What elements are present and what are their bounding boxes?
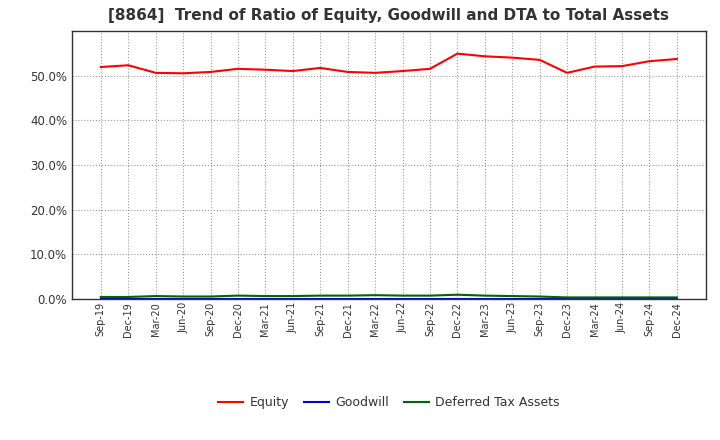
Line: Equity: Equity: [101, 54, 677, 73]
Deferred Tax Assets: [480, 293, 489, 298]
Deferred Tax Assets: [371, 293, 379, 298]
Deferred Tax Assets: [398, 293, 407, 298]
Equity: [289, 68, 297, 73]
Equity: [398, 68, 407, 73]
Equity: [672, 56, 681, 62]
Equity: [316, 65, 325, 70]
Deferred Tax Assets: [453, 292, 462, 297]
Equity: [480, 54, 489, 59]
Equity: [618, 63, 626, 69]
Goodwill: [563, 296, 572, 301]
Deferred Tax Assets: [261, 293, 270, 299]
Deferred Tax Assets: [590, 295, 599, 300]
Deferred Tax Assets: [343, 293, 352, 298]
Deferred Tax Assets: [563, 295, 572, 300]
Deferred Tax Assets: [233, 293, 242, 298]
Goodwill: [289, 296, 297, 301]
Equity: [233, 66, 242, 71]
Deferred Tax Assets: [508, 293, 516, 299]
Goodwill: [645, 296, 654, 301]
Deferred Tax Assets: [289, 293, 297, 299]
Goodwill: [371, 296, 379, 301]
Goodwill: [672, 296, 681, 301]
Goodwill: [151, 296, 160, 301]
Line: Deferred Tax Assets: Deferred Tax Assets: [101, 295, 677, 297]
Goodwill: [316, 296, 325, 301]
Goodwill: [124, 296, 132, 301]
Deferred Tax Assets: [536, 294, 544, 299]
Equity: [426, 66, 434, 71]
Goodwill: [536, 296, 544, 301]
Equity: [96, 64, 105, 70]
Deferred Tax Assets: [96, 294, 105, 300]
Equity: [536, 57, 544, 62]
Goodwill: [261, 296, 270, 301]
Goodwill: [179, 296, 187, 301]
Legend: Equity, Goodwill, Deferred Tax Assets: Equity, Goodwill, Deferred Tax Assets: [213, 391, 564, 414]
Goodwill: [343, 296, 352, 301]
Deferred Tax Assets: [151, 293, 160, 299]
Deferred Tax Assets: [316, 293, 325, 298]
Deferred Tax Assets: [618, 295, 626, 300]
Goodwill: [508, 296, 516, 301]
Deferred Tax Assets: [645, 295, 654, 300]
Equity: [261, 67, 270, 72]
Deferred Tax Assets: [179, 294, 187, 299]
Deferred Tax Assets: [426, 293, 434, 298]
Equity: [179, 71, 187, 76]
Equity: [124, 62, 132, 68]
Goodwill: [618, 296, 626, 301]
Deferred Tax Assets: [672, 295, 681, 300]
Equity: [371, 70, 379, 76]
Equity: [508, 55, 516, 60]
Goodwill: [398, 296, 407, 301]
Equity: [563, 70, 572, 76]
Equity: [645, 59, 654, 64]
Deferred Tax Assets: [124, 294, 132, 300]
Equity: [590, 64, 599, 69]
Goodwill: [96, 296, 105, 301]
Equity: [343, 70, 352, 75]
Equity: [151, 70, 160, 76]
Goodwill: [480, 296, 489, 301]
Equity: [453, 51, 462, 56]
Goodwill: [590, 296, 599, 301]
Equity: [206, 70, 215, 75]
Goodwill: [453, 296, 462, 301]
Goodwill: [206, 296, 215, 301]
Goodwill: [426, 296, 434, 301]
Deferred Tax Assets: [206, 294, 215, 299]
Title: [8864]  Trend of Ratio of Equity, Goodwill and DTA to Total Assets: [8864] Trend of Ratio of Equity, Goodwil…: [108, 7, 670, 23]
Goodwill: [233, 296, 242, 301]
